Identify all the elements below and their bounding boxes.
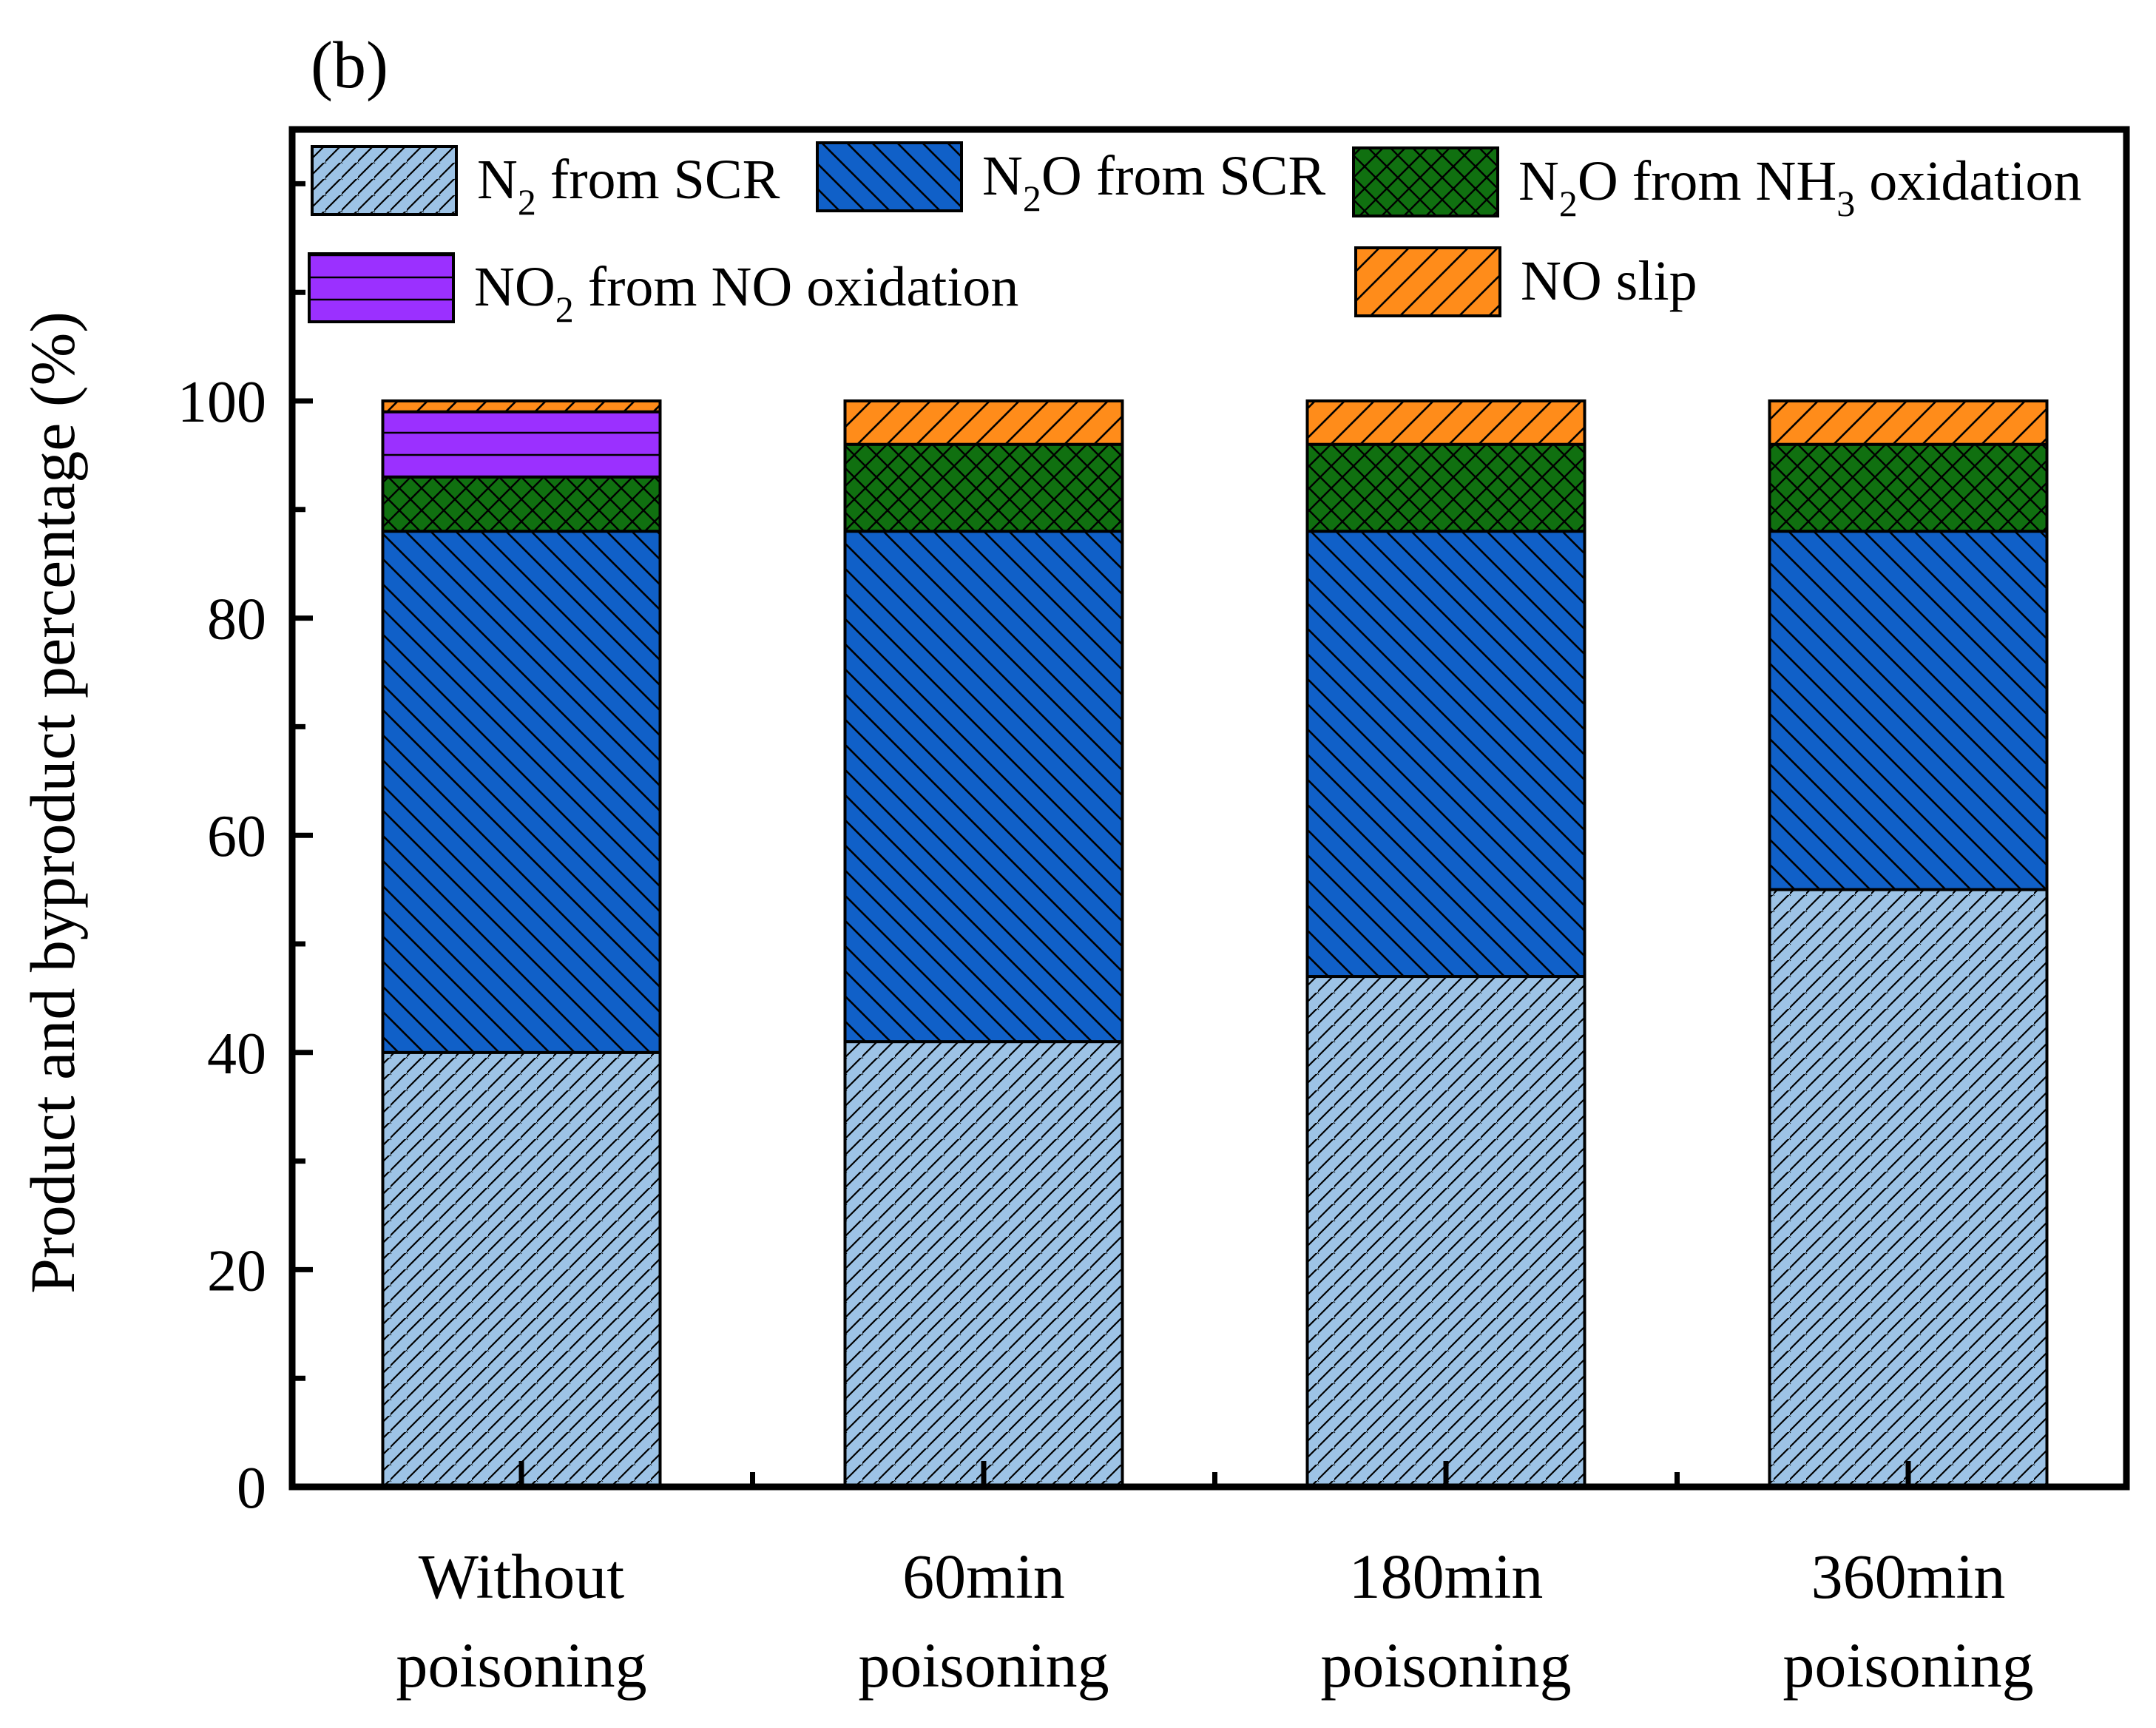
bar-segment (381, 410, 662, 479)
legend-swatch (816, 141, 963, 212)
bar-segment (1768, 888, 2049, 1488)
bar-segment (381, 399, 662, 414)
legend: N2 from SCR N2O from SCR N2O from NH3 oxid… (308, 141, 2081, 330)
legend-label: NO2 from NO oxidation (474, 256, 1018, 330)
x-tick-label: 180min (1349, 1541, 1544, 1612)
legend-item: N2O from SCR (816, 141, 1325, 219)
axes (288, 126, 2130, 1491)
bar-segment (843, 530, 1124, 1044)
legend-label: NO slip (1521, 250, 1697, 312)
bar-hatch (1768, 442, 2049, 533)
y-ticks: 0 20 40 60 80 100 (178, 180, 1911, 1521)
legend-swatch (311, 145, 458, 216)
bar-hatch (381, 530, 662, 1054)
bar-hatch (843, 399, 1124, 446)
y-tick-label: 100 (178, 370, 266, 435)
bar-segment (1768, 442, 2049, 533)
bar-segment (1768, 399, 2049, 446)
x-tick-label: 360min (1811, 1541, 2006, 1612)
bar-hatch (843, 1040, 1124, 1488)
x-category-labels: Without poisoning 60min poisoning 180min pois… (396, 1541, 2033, 1701)
legend-swatch (1352, 146, 1499, 217)
bar-segment (1305, 530, 1586, 979)
bar-hatch (1305, 399, 1586, 446)
x-tick-label: poisoning (1320, 1630, 1571, 1701)
legend-item: N2 from SCR (311, 145, 780, 223)
bar-hatch (381, 399, 662, 414)
bars (381, 399, 2049, 1489)
x-tick-label: poisoning (1782, 1630, 2033, 1701)
bar-segment (1305, 442, 1586, 533)
bar-hatch (1768, 888, 2049, 1488)
bar-segment (843, 442, 1124, 533)
bar-hatch (1768, 399, 2049, 446)
legend-label: N2 from SCR (477, 149, 780, 223)
legend-swatch (308, 252, 455, 323)
panel-label: (b) (311, 29, 388, 102)
x-tick-label: Without (419, 1541, 625, 1612)
legend-label: N2O from NH3 oxidation (1518, 150, 2081, 224)
y-tick-label: 80 (207, 587, 266, 652)
legend-item: NO slip (1354, 246, 1697, 317)
legend-item: N2O from NH3 oxidation (1352, 146, 2081, 224)
y-axis-label: Product and byproduct percentage (%) (17, 311, 88, 1294)
y-tick-label: 60 (207, 804, 266, 869)
bar-segment (843, 1040, 1124, 1488)
bar-segment (1305, 975, 1586, 1489)
legend-swatch (1354, 246, 1501, 317)
bar-segment (381, 1050, 662, 1489)
bar-hatch (843, 530, 1124, 1044)
legend-item: NO2 from NO oxidation (308, 252, 1018, 330)
bar-hatch (843, 442, 1124, 533)
y-tick-label: 40 (207, 1022, 266, 1087)
bar-hatch (381, 475, 662, 533)
bar-segment (381, 475, 662, 533)
x-tick-label: poisoning (858, 1630, 1109, 1701)
x-tick-label: poisoning (396, 1630, 646, 1701)
bar-hatch (381, 410, 662, 479)
y-tick-label: 20 (207, 1238, 266, 1303)
bar-hatch (381, 1050, 662, 1489)
y-tick-label: 0 (237, 1456, 266, 1521)
bar-segment (1768, 530, 2049, 891)
bar-hatch (1305, 975, 1586, 1489)
plot-frame (288, 126, 2130, 1491)
bar-hatch (1305, 442, 1586, 533)
x-tick-label: 60min (902, 1541, 1065, 1612)
bar-hatch (1768, 530, 2049, 891)
legend-label: N2O from SCR (982, 145, 1325, 219)
bar-segment (843, 399, 1124, 446)
bar-segment (1305, 399, 1586, 446)
bar-segment (381, 530, 662, 1054)
bar-hatch (1305, 530, 1586, 979)
